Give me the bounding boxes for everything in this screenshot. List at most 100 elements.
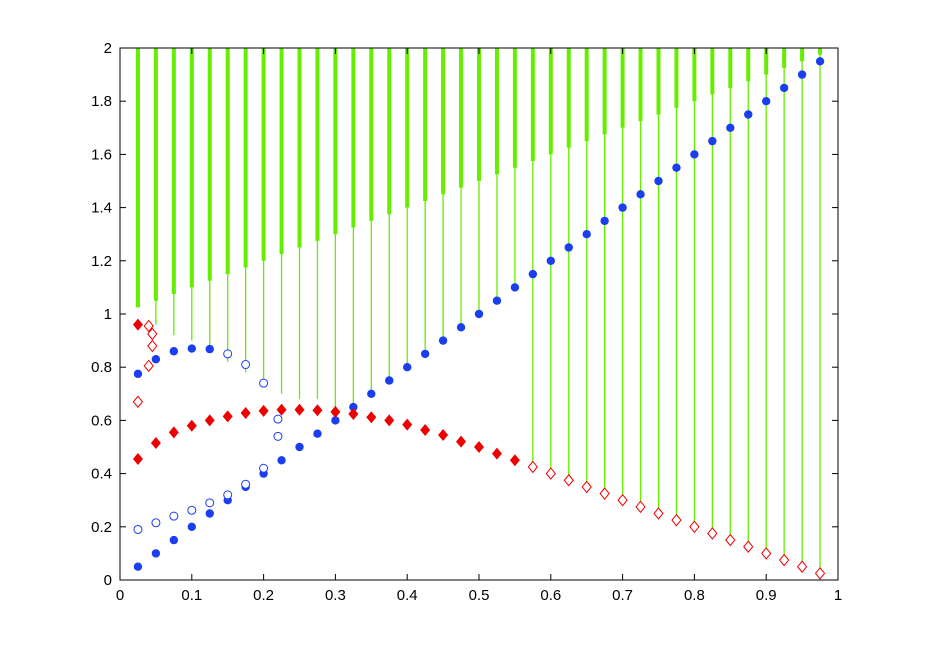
x-tick-label-6: 0.6 [540,587,561,604]
filled-circle-point-3 [187,522,196,531]
filled-circle-point-1 [151,549,161,558]
y-tick-label-3: 0.6 [91,412,112,429]
filled-circle-point-39 [133,369,143,379]
filled-circle-point-25 [582,230,591,239]
open-diamond-point-7 [563,473,574,487]
y-tick-label-1: 0.2 [91,519,112,536]
filled-diamond-point-15 [384,414,395,427]
filled-diamond-point-19 [456,435,467,448]
filled-circle-point-12 [349,402,358,412]
filled-diamond-point-2 [150,437,161,450]
filled-diamond-point-14 [366,411,377,424]
filled-circle-point-21 [510,283,520,292]
x-tick-label-2: 0.2 [253,587,274,604]
open-diamond-point-11 [635,500,646,514]
green-bars-layer [135,48,823,574]
filled-circle-point-4 [205,509,214,518]
x-tick-label-7: 0.7 [612,587,633,604]
filled-diamond-point-0 [132,318,143,331]
markers-layer [132,57,826,580]
filled-diamond-point-3 [168,426,179,439]
filled-diamond-point-5 [204,414,215,427]
filled-circle-point-15 [403,363,412,372]
filled-circle-point-36 [779,83,789,93]
open-diamond-point-12 [653,507,664,520]
filled-circle-point-8 [277,456,286,465]
open-diamond-point-20 [796,560,808,573]
open-circle-point-3 [187,505,197,515]
filled-circle-point-10 [313,429,322,438]
filled-circle-point-43 [205,344,214,354]
open-circle-point-0 [133,524,143,534]
x-axis: 0 0.1 0.2 0.3 0.4 0.5 0.6 0.7 0.8 0.9 1 [116,48,842,604]
x-tick-label-8: 0.8 [684,587,705,604]
open-diamond-point-10 [617,493,628,507]
filled-circle-point-32 [708,136,717,146]
open-circle-point-9 [241,360,251,370]
filled-diamond-point-21 [491,447,502,460]
filled-diamond-point-11 [312,404,323,417]
x-tick-label-1: 0.1 [181,587,202,604]
open-diamond-point-9 [599,487,610,500]
y-tick-label-5: 1 [104,306,112,323]
open-diamond-point-14 [689,520,700,534]
filled-circle-point-31 [690,150,699,159]
open-diamond-point-15 [707,527,718,540]
filled-diamond-point-8 [258,404,269,417]
filled-diamond-point-18 [438,429,449,442]
filled-circle-point-28 [636,190,645,199]
filled-diamond-point-20 [474,441,484,453]
open-circle-point-1 [151,518,161,528]
open-diamond-point-18 [761,547,772,560]
open-circle-point-12 [273,431,283,441]
open-circle-point-2 [169,511,179,521]
filled-circle-point-41 [169,347,179,356]
y-tick-label-0: 0 [104,572,112,589]
y-tick-label-10: 2 [104,40,112,57]
open-diamond-point-1 [147,327,158,341]
open-diamond-point-3 [143,359,154,373]
y-tick-label-4: 0.8 [91,359,112,376]
open-diamond-point-13 [671,513,682,527]
filled-diamond-point-13 [348,408,359,421]
filled-diamond-point-1 [132,452,143,465]
open-circle-point-11 [273,414,283,424]
filled-diamond-point-6 [222,410,233,423]
open-diamond-point-6 [545,467,556,480]
filled-diamond-point-10 [294,403,305,416]
y-tick-label-8: 1.6 [91,146,112,163]
open-diamond-point-16 [725,533,736,547]
filled-circle-point-33 [726,123,735,132]
filled-diamond-point-12 [330,405,341,418]
filled-circle-point-0 [133,562,143,571]
open-diamond-point-4 [132,395,144,409]
filled-circle-point-11 [331,416,340,425]
filled-circle-point-30 [672,163,681,172]
open-diamond-point-8 [581,480,592,494]
y-axis: 0 0.2 0.4 0.6 0.8 1 1.2 1.4 1.6 1.8 2 [91,40,838,589]
open-circle-point-8 [223,349,233,359]
open-diamond-point-0 [143,319,154,333]
filled-diamond-point-22 [509,454,520,467]
open-diamond-point-19 [779,553,790,567]
open-circle-point-4 [205,498,215,508]
x-tick-label-5: 0.5 [469,587,490,604]
filled-circle-point-26 [600,216,609,226]
filled-circle-point-16 [420,349,430,359]
filled-circle-point-19 [474,309,484,319]
filled-circle-point-34 [744,110,753,119]
y-tick-label-6: 1.2 [91,253,112,270]
filled-circle-point-9 [295,442,304,452]
filled-circle-point-13 [367,389,376,398]
filled-circle-point-23 [546,256,555,265]
y-tick-label-2: 0.4 [91,466,112,483]
open-diamond-point-21 [814,567,826,580]
filled-diamond-point-4 [186,419,197,432]
filled-circle-point-20 [492,296,502,305]
x-tick-label-4: 0.4 [397,587,418,604]
open-diamond-point-2 [147,339,158,353]
filled-diamond-point-7 [240,406,251,419]
filled-circle-point-14 [385,376,394,385]
y-tick-label-9: 1.8 [91,93,112,110]
filled-circle-point-18 [456,323,466,332]
